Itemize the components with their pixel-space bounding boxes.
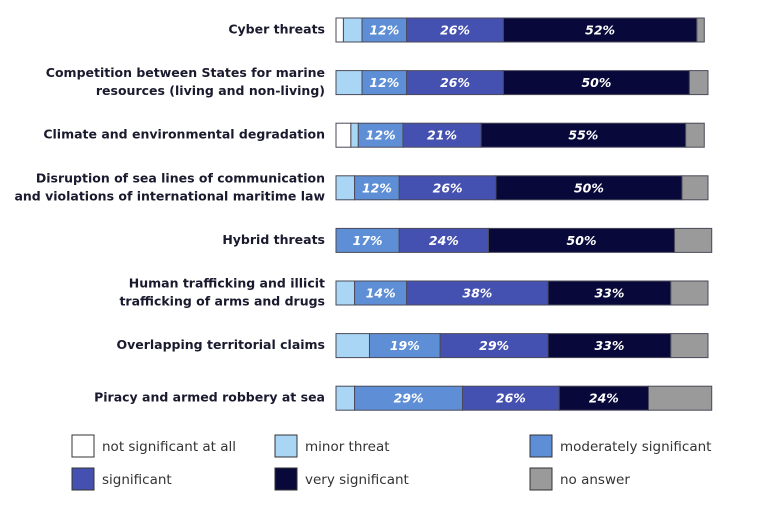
bar-segment (354, 385, 463, 411)
category-label: Climate and environmental degradation (43, 127, 325, 142)
bar-segment (361, 17, 408, 43)
bar-segment (335, 385, 356, 411)
bar-segment (480, 122, 687, 148)
bar-segment (368, 333, 441, 359)
value-label: 17% (353, 233, 383, 248)
value-label: 29% (479, 338, 509, 353)
category-label: Hybrid threats (222, 232, 325, 247)
bar-segment (647, 385, 713, 411)
value-label: 52% (585, 23, 615, 38)
bar-segment (547, 280, 672, 306)
bar-segment (402, 122, 482, 148)
category-label: Overlapping territorial claims (116, 337, 325, 352)
bar-segment (406, 17, 504, 43)
value-label: 33% (594, 338, 624, 353)
value-label: 12% (362, 180, 392, 195)
bar-segment (688, 70, 709, 96)
bar-segment (335, 17, 344, 43)
category-label: resources (living and non-living) (96, 83, 325, 98)
bar-segment (674, 227, 713, 253)
value-label: 12% (366, 128, 396, 143)
legend-label: significant (102, 472, 172, 488)
legend-label: no answer (560, 472, 630, 488)
value-label: 55% (568, 128, 598, 143)
bar-segment (547, 333, 672, 359)
bar-segment (502, 17, 698, 43)
bar-segment (354, 175, 400, 201)
value-label: 33% (594, 286, 624, 301)
legend-swatch (71, 467, 95, 491)
bar-segment (354, 280, 408, 306)
value-label: 26% (496, 391, 526, 406)
bar-segment (502, 70, 690, 96)
value-label: 50% (581, 75, 611, 90)
value-label: 26% (440, 75, 470, 90)
value-label: 19% (390, 338, 420, 353)
value-label: 14% (366, 286, 396, 301)
bar-segment (342, 17, 363, 43)
legend-swatch (529, 467, 553, 491)
bar-segment (495, 175, 683, 201)
legend-swatch (274, 467, 298, 491)
category-label: Competition between States for marine (46, 65, 325, 80)
bar-segment (335, 227, 400, 253)
bar-segment (398, 227, 490, 253)
legend-label: not significant at all (102, 439, 236, 455)
bar-segment (335, 122, 352, 148)
category-label: Cyber threats (228, 22, 325, 37)
value-label: 26% (440, 23, 470, 38)
bar-segment (670, 280, 709, 306)
category-label: trafficking of arms and drugs (119, 294, 325, 309)
bar-segment (696, 17, 705, 43)
bar-segment (335, 70, 363, 96)
bar-segment (681, 175, 709, 201)
bar-segment (335, 333, 370, 359)
category-label: and violations of international maritime… (14, 188, 325, 203)
bar-segment (335, 175, 356, 201)
bar-segment (406, 280, 549, 306)
value-label: 21% (427, 128, 457, 143)
legend-swatch (529, 434, 553, 458)
legend-label: very significant (305, 472, 409, 488)
value-label: 38% (462, 286, 492, 301)
value-label: 50% (574, 180, 604, 195)
legend-swatch (71, 434, 95, 458)
legend-label: minor threat (305, 439, 390, 455)
bar-segment (357, 122, 404, 148)
bar-segment (335, 280, 356, 306)
value-label: 26% (433, 180, 463, 195)
bar-segment (670, 333, 709, 359)
category-label: Piracy and armed robbery at sea (94, 390, 325, 405)
bar-segment (461, 385, 560, 411)
value-label: 50% (567, 233, 597, 248)
bar-segment (350, 122, 359, 148)
value-label: 24% (589, 391, 619, 406)
value-label: 12% (369, 75, 399, 90)
value-label: 29% (394, 391, 424, 406)
value-label: 24% (429, 233, 459, 248)
bar-segment (439, 333, 549, 359)
legend-swatch (274, 434, 298, 458)
value-label: 12% (369, 23, 399, 38)
legend-label: moderately significant (560, 439, 711, 455)
category-label: Disruption of sea lines of communication (36, 170, 325, 185)
bar-segment (685, 122, 705, 148)
bar-segment (406, 70, 504, 96)
category-label: Human trafficking and illicit (129, 276, 325, 291)
